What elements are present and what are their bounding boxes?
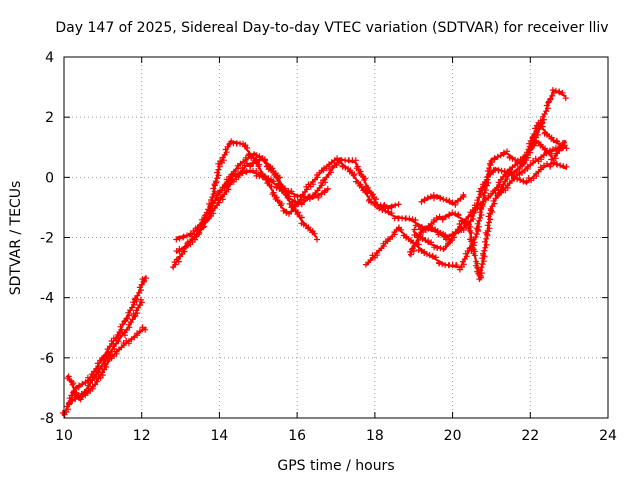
x-tick-label: 10 — [55, 428, 73, 444]
x-tick-label: 14 — [211, 428, 229, 444]
x-tick-label: 24 — [599, 428, 617, 444]
series-markers — [64, 324, 149, 403]
series-track-3 — [64, 324, 149, 403]
data-series — [59, 87, 570, 418]
x-tick-label: 22 — [521, 428, 539, 444]
series-markers — [170, 138, 402, 271]
series-track-4 — [170, 138, 402, 271]
y-tick-label: -4 — [40, 291, 54, 307]
y-tick-label: 2 — [45, 110, 54, 126]
series-markers — [495, 144, 566, 198]
series-markers — [418, 191, 467, 208]
plot-frame — [63, 56, 609, 419]
y-tick-label: -6 — [40, 351, 54, 367]
y-axis-label: SDTVAR / TECUs — [8, 181, 24, 296]
series-track-10 — [411, 138, 568, 252]
grid-lines — [64, 57, 608, 418]
x-tick-label: 12 — [133, 428, 151, 444]
x-tick-label: 20 — [444, 428, 462, 444]
x-tick-label: 16 — [288, 428, 306, 444]
series-track-8 — [362, 87, 569, 273]
series-markers — [219, 151, 320, 243]
series-markers — [173, 167, 331, 243]
series-markers — [362, 87, 569, 273]
series-markers — [426, 160, 570, 243]
y-tick-label: 0 — [45, 170, 54, 186]
series-track-5 — [173, 155, 449, 255]
x-tick-label: 18 — [366, 428, 384, 444]
series-markers — [66, 296, 145, 408]
series-track-11 — [426, 160, 570, 243]
series-markers — [411, 138, 568, 252]
series-markers — [173, 155, 449, 255]
series-track-2 — [66, 296, 145, 408]
series-track-7 — [219, 151, 320, 243]
y-tick-label: -8 — [40, 411, 54, 427]
series-track-12 — [418, 191, 467, 208]
x-axis-label: GPS time / hours — [277, 458, 394, 474]
chart-title: Day 147 of 2025, Sidereal Day-to-day VTE… — [55, 20, 608, 36]
y-tick-label: -2 — [40, 231, 54, 247]
series-markers — [59, 275, 149, 418]
series-track-1 — [59, 275, 149, 418]
y-tick-label: 4 — [45, 50, 54, 66]
series-track-13 — [495, 144, 566, 198]
series-track-6 — [173, 167, 331, 243]
